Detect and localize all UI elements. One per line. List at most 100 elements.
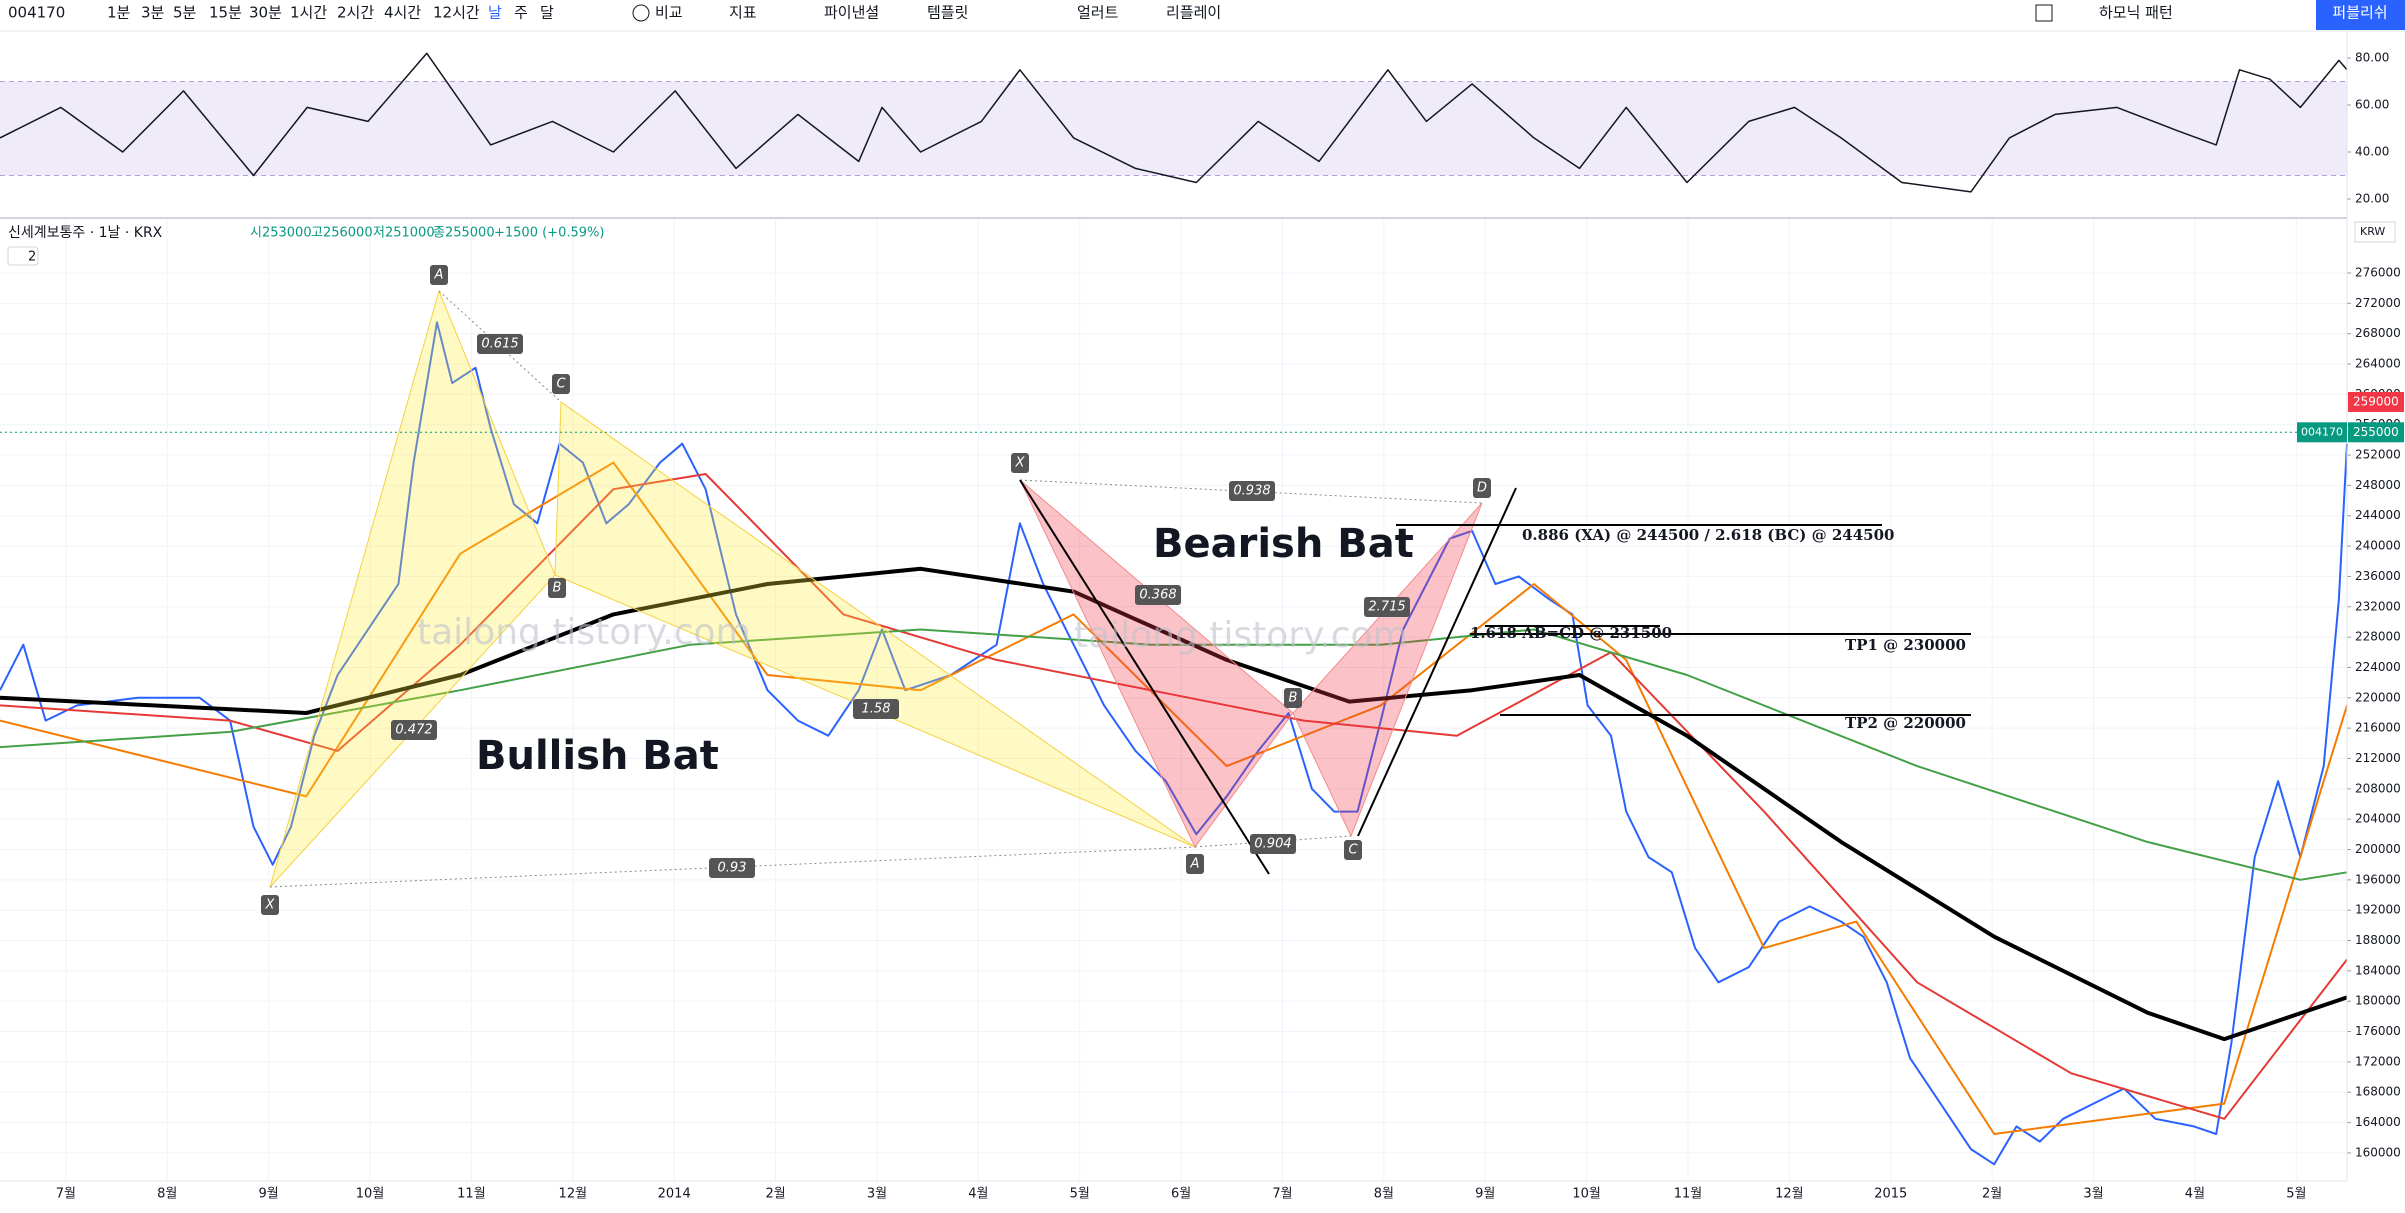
harmonic-button[interactable]: 하모닉 패턴 xyxy=(2099,4,2173,22)
legend-low: 저251000 xyxy=(373,226,435,241)
y-tick-label: 276000 xyxy=(2355,265,2401,279)
interval[interactable]: 2시간 xyxy=(337,4,374,22)
series-line xyxy=(0,566,2348,1042)
publish-label: 퍼블리쉬 xyxy=(2332,4,2387,22)
legend-close: 종255000 xyxy=(433,226,495,241)
trend-line xyxy=(1357,487,1517,837)
tp2-text: TP2 @ 220000 xyxy=(1845,714,1966,732)
bull-xab xyxy=(269,289,556,888)
pattern-tag xyxy=(1344,840,1362,860)
pattern-tag-text: X xyxy=(265,898,276,913)
pattern-tag-text: B xyxy=(553,581,562,596)
interval[interactable]: 달 xyxy=(540,4,554,22)
tp1-text: TP1 @ 230000 xyxy=(1845,636,1966,654)
price-tag-text: 259000 xyxy=(2353,394,2399,408)
pattern-tag-text: 0.472 xyxy=(395,723,432,738)
bear-ac xyxy=(1194,835,1352,848)
trend-line xyxy=(1019,479,1270,875)
x-tick-label: 5월 xyxy=(1070,1187,1090,1202)
series-line xyxy=(0,473,2348,1120)
x-tick-label: 4월 xyxy=(2185,1187,2205,1202)
pattern-tag-text: C xyxy=(556,377,566,392)
series-line xyxy=(0,628,2348,881)
pattern-tag xyxy=(430,265,448,285)
legend-title: 신세계보통주 · 1날 · KRX xyxy=(8,225,163,241)
interval[interactable]: 1분 xyxy=(107,4,131,22)
rsi-band xyxy=(0,81,2347,176)
compare-button[interactable]: 비교 xyxy=(655,4,683,22)
series-line xyxy=(0,52,2348,193)
pattern-tag xyxy=(548,578,566,598)
watermark: tailong.tistory.com xyxy=(417,612,751,653)
y-tick-label: 60.00 xyxy=(2355,98,2389,112)
templates-button[interactable]: 템플릿 xyxy=(927,4,968,22)
x-tick-label: 9월 xyxy=(259,1187,279,1202)
compare-icon xyxy=(632,4,650,22)
x-tick-label: 7월 xyxy=(1272,1187,1292,1202)
x-tick-label: 5월 xyxy=(2286,1187,2306,1202)
y-tick-label: 172000 xyxy=(2355,1054,2401,1068)
currency-box[interactable] xyxy=(2354,221,2396,243)
interval[interactable]: 날 xyxy=(488,4,502,22)
pattern-tag-text: 0.93 xyxy=(718,861,747,876)
pattern-tag-text: 0.938 xyxy=(1233,484,1270,499)
abcd-text: 1.618 AB=CD @ 231500 xyxy=(1470,624,1672,642)
pattern-tag-text: B xyxy=(1289,691,1298,706)
price-tag xyxy=(2348,422,2404,443)
checkbox[interactable] xyxy=(2035,4,2053,22)
y-tick-label: 228000 xyxy=(2355,630,2401,644)
pattern-tag xyxy=(853,699,899,719)
y-tick-label: 240000 xyxy=(2355,539,2401,553)
pattern-tag xyxy=(261,895,279,915)
pattern-tags: X A B C 0.615 0.472 1.58 0.93 X A B C D 0.368 0.938 2.7… xyxy=(261,265,1491,915)
y-tick-label: 200000 xyxy=(2355,842,2401,856)
interval[interactable]: 4시간 xyxy=(384,4,421,22)
y-tick-label: 248000 xyxy=(2355,478,2401,492)
pattern-tag-text: D xyxy=(1477,481,1487,496)
interval[interactable]: 12시간 xyxy=(433,4,480,22)
y-tick-label: 264000 xyxy=(2355,357,2401,371)
pattern-tag xyxy=(1284,688,1302,708)
y-tick-label: 160000 xyxy=(2355,1145,2401,1159)
publish-button[interactable] xyxy=(2316,0,2405,30)
legend-high: 고256000 xyxy=(311,226,373,241)
y-tick-label: 224000 xyxy=(2355,660,2401,674)
y-tick-label: 272000 xyxy=(2355,296,2401,310)
y-tick-label: 80.00 xyxy=(2355,51,2389,65)
interval[interactable]: 3분 xyxy=(141,4,165,22)
currency: KRW xyxy=(2360,225,2385,238)
y-tick-label: 236000 xyxy=(2355,569,2401,583)
replay-button[interactable]: 리플레이 xyxy=(1166,4,1221,22)
interval[interactable]: 주 xyxy=(514,4,528,22)
alert-button[interactable]: 얼러트 xyxy=(1077,4,1119,22)
pattern-tag-text: A xyxy=(434,268,444,283)
interval[interactable]: 1시간 xyxy=(290,4,327,22)
pattern-tag-text: 1.58 xyxy=(862,702,891,717)
y-tick-label: 252000 xyxy=(2355,448,2401,462)
collapse-button[interactable] xyxy=(7,246,39,266)
x-tick-label: 3월 xyxy=(2083,1187,2103,1202)
x-tick-label: 8월 xyxy=(157,1187,177,1202)
financials-button[interactable]: 파이낸셜 xyxy=(824,4,879,22)
interval[interactable]: 5분 xyxy=(173,4,197,22)
interval[interactable]: 15분 xyxy=(209,4,242,22)
indicators-button[interactable]: 지표 xyxy=(729,4,757,22)
pattern-tag-text: A xyxy=(1190,857,1200,872)
y-tick-label: 180000 xyxy=(2355,994,2401,1008)
watermark: tailong.tistory.com xyxy=(1074,615,1408,656)
pattern-tag xyxy=(552,374,570,394)
x-tick-label: 10월 xyxy=(356,1187,385,1202)
series-line xyxy=(0,321,2348,1166)
y-tick-label: 196000 xyxy=(2355,872,2401,886)
pattern-tag xyxy=(1250,834,1296,854)
target-text: 0.886 (XA) @ 244500 / 2.618 (BC) @ 24450… xyxy=(1522,526,1894,544)
y-tick-label: 216000 xyxy=(2355,721,2401,735)
x-tick-label: 6월 xyxy=(1171,1187,1191,1202)
symbol[interactable]: 004170 xyxy=(8,4,65,22)
pattern-tag xyxy=(1011,453,1029,473)
y-tick-label: 168000 xyxy=(2355,1085,2401,1099)
interval[interactable]: 30분 xyxy=(249,4,282,22)
x-tick-label: 10월 xyxy=(1572,1187,1601,1202)
